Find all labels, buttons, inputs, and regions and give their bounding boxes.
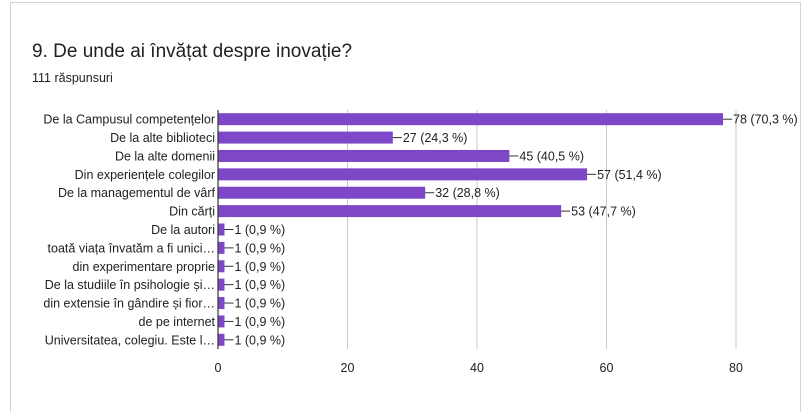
data-label: 1 (0,9 %) (234, 333, 285, 347)
data-label: 27 (24,3 %) (403, 131, 468, 145)
bar (218, 260, 225, 273)
category-label: De la alte domenii (115, 149, 215, 163)
bar (218, 297, 225, 310)
category-label: De la alte biblioteci (110, 131, 215, 145)
category-label: din experimentare proprie (73, 260, 215, 274)
category-label: din extensie în gândire și fior… (43, 297, 215, 311)
data-label: 57 (51,4 %) (597, 168, 662, 182)
bar (218, 149, 510, 162)
data-label: 1 (0,9 %) (234, 260, 285, 274)
data-label: 1 (0,9 %) (234, 315, 285, 329)
bar (218, 113, 724, 126)
x-tick-label: 20 (341, 361, 355, 375)
question-title: 9. De unde ai învățat despre inovație? (32, 41, 353, 62)
bar (218, 315, 225, 328)
data-label: 1 (0,9 %) (234, 241, 285, 255)
category-label: De la autori (151, 223, 215, 237)
bar (218, 186, 426, 199)
x-tick-label: 0 (215, 361, 222, 375)
category-label: Din experiențele colegilor (75, 168, 215, 182)
category-label: De la studiile în psihologie și… (45, 278, 215, 292)
data-label: 1 (0,9 %) (234, 278, 285, 292)
bar (218, 168, 588, 181)
category-label: De la Campusul competențelor (43, 113, 215, 127)
data-label: 53 (47,7 %) (571, 205, 636, 219)
x-tick-label: 40 (470, 361, 484, 375)
category-label: Universitatea, colegiu. Este l… (45, 333, 215, 347)
bar (218, 241, 225, 254)
data-label: 32 (28,8 %) (435, 186, 500, 200)
data-label: 1 (0,9 %) (234, 223, 285, 237)
data-label: 45 (40,5 %) (519, 149, 584, 163)
x-tick-label: 80 (729, 361, 743, 375)
response-count: 111 răspunsuri (32, 71, 113, 85)
category-label: Din cărți (169, 205, 215, 219)
bar (218, 278, 225, 291)
data-label: 1 (0,9 %) (234, 297, 285, 311)
bar (218, 131, 393, 144)
category-label: De la managementul de vârf (58, 186, 216, 200)
bar (218, 205, 562, 218)
bar (218, 333, 225, 346)
category-label: de pe internet (139, 315, 216, 329)
category-label: toată viața învatăm a fi unici… (48, 241, 215, 255)
bar (218, 223, 225, 236)
data-label: 78 (70,3 %) (733, 113, 798, 127)
x-tick-label: 60 (600, 361, 614, 375)
